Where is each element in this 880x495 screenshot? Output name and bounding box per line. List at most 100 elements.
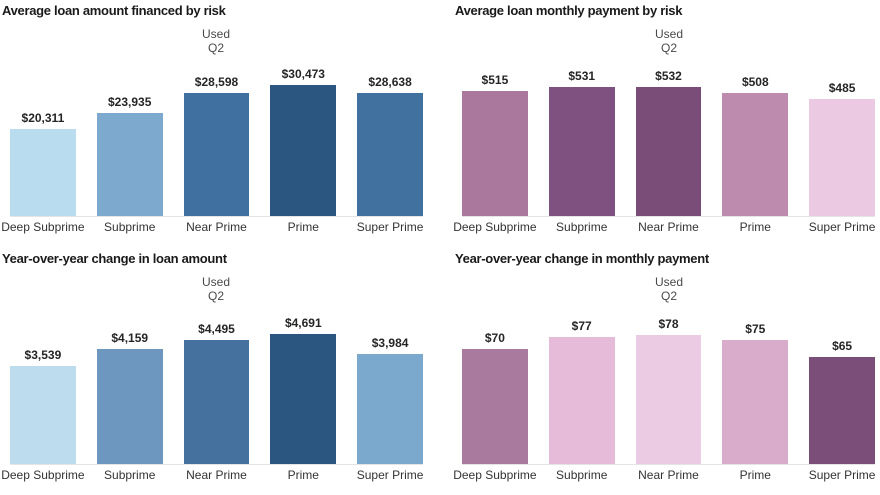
bar-deep-subprime[interactable]	[10, 129, 76, 216]
bar-prime[interactable]	[722, 340, 789, 464]
bar-super-prime[interactable]	[357, 354, 423, 464]
category-label-subprime: Subprime	[97, 220, 163, 234]
bar-deep-subprime[interactable]	[10, 366, 76, 464]
bar-value-label: $4,691	[284, 316, 322, 330]
chart-panel-avg-loan-amount: Average loan amount financed by risk Use…	[0, 0, 440, 247]
chart-panel-yoy-monthly-payment: Year-over-year change in monthly payment…	[440, 248, 880, 495]
annotation-line: Used	[654, 27, 683, 41]
category-label-text: Subprime	[104, 468, 156, 482]
bar-subprime[interactable]	[96, 349, 163, 464]
bar-value-label: $70	[484, 331, 505, 345]
category-label-text: Subprime	[556, 220, 608, 234]
bar-value-label: $28,598	[194, 75, 239, 89]
category-label-prime: Prime	[722, 468, 788, 482]
category-label-prime: Prime	[722, 220, 788, 234]
bar-value-label: $485	[828, 81, 856, 95]
bar-value-label: $28,638	[368, 75, 412, 89]
chart-panel-yoy-loan-amount: Year-over-year change in loan amount Use…	[0, 248, 440, 495]
bar-value-label: $3,984	[371, 336, 409, 350]
bar-value-label: $508	[741, 75, 769, 89]
bar-value-label: $531	[568, 69, 596, 83]
category-label-text: Super Prime	[808, 468, 876, 482]
bar-subprime[interactable]	[96, 113, 163, 216]
category-label-text: Prime	[287, 220, 319, 234]
category-label-near-prime: Near Prime	[184, 220, 250, 234]
category-label-near-prime: Near Prime	[636, 220, 702, 234]
bar-prime[interactable]	[270, 334, 337, 464]
bar-near-prime[interactable]	[635, 87, 702, 216]
bar-value-label: $515	[481, 73, 509, 87]
category-label-text: Deep Subprime	[1, 468, 85, 482]
bar-column-subprime: $23,935	[96, 95, 163, 216]
bar-super-prime[interactable]	[809, 99, 875, 216]
category-axis: Deep Subprime Subprime Near Prime Prime Supe…	[1, 468, 424, 482]
bar-subprime[interactable]	[548, 87, 615, 216]
bar-near-prime[interactable]	[635, 335, 702, 464]
category-axis: Deep Subprime Subprime Near Prime Prime Supe…	[453, 220, 876, 234]
category-label-super-prime: Super Prime	[808, 468, 876, 482]
chart-title: Average loan monthly payment by risk	[455, 3, 683, 18]
plot-area: $3,539 $4,159 $4,495 $4,691 $3,984	[10, 309, 423, 465]
bar-value-label: $23,935	[108, 95, 152, 109]
category-label-super-prime: Super Prime	[808, 220, 876, 234]
bar-deep-subprime[interactable]	[462, 349, 528, 464]
category-label-text: Deep Subprime	[453, 468, 537, 482]
category-label-text: Subprime	[104, 220, 156, 234]
annotation-line: Q2	[207, 41, 224, 55]
bar-near-prime[interactable]	[183, 340, 250, 464]
plot-area: $515 $531 $532 $508 $485	[462, 61, 875, 217]
category-label-text: Near Prime	[638, 220, 699, 234]
bar-prime[interactable]	[722, 93, 789, 216]
category-label-text: Near Prime	[638, 468, 699, 482]
bar-column-subprime: $531	[548, 69, 615, 216]
chart-title: Year-over-year change in loan amount	[2, 251, 227, 266]
category-label-subprime: Subprime	[549, 220, 615, 234]
bar-column-near-prime: $4,495	[183, 322, 250, 464]
bar-column-deep-subprime: $515	[462, 73, 528, 216]
annotation-line: Used	[201, 275, 230, 289]
category-label-text: Super Prime	[356, 220, 424, 234]
category-label-text: Near Prime	[186, 468, 247, 482]
used-q2-annotation: Used Q2	[176, 275, 256, 303]
bar-column-super-prime: $65	[809, 339, 875, 464]
bar-column-subprime: $77	[548, 319, 615, 464]
category-label-super-prime: Super Prime	[356, 468, 424, 482]
bar-deep-subprime[interactable]	[462, 91, 528, 216]
annotation-line: Q2	[660, 289, 677, 303]
bar-column-prime: $4,691	[270, 316, 337, 464]
category-label-deep-subprime: Deep Subprime	[1, 468, 84, 482]
bar-value-label: $532	[655, 69, 682, 83]
bar-column-super-prime: $28,638	[357, 75, 423, 216]
category-axis: Deep Subprime Subprime Near Prime Prime Supe…	[453, 468, 876, 482]
chart-title: Year-over-year change in monthly payment	[455, 251, 709, 266]
category-label-deep-subprime: Deep Subprime	[1, 220, 84, 234]
plot-area: $20,311 $23,935 $28,598 $30,473 $28,638	[10, 61, 423, 217]
bar-near-prime[interactable]	[183, 93, 250, 216]
category-label-near-prime: Near Prime	[636, 468, 702, 482]
category-label-text: Deep Subprime	[1, 220, 85, 234]
used-q2-annotation: Used Q2	[176, 27, 256, 55]
category-label-text: Prime	[739, 220, 771, 234]
category-label-text: Prime	[739, 468, 771, 482]
bar-subprime[interactable]	[548, 337, 615, 464]
bar-column-near-prime: $28,598	[183, 75, 250, 216]
bar-value-label: $78	[658, 317, 679, 331]
category-label-prime: Prime	[270, 220, 336, 234]
category-label-subprime: Subprime	[97, 468, 163, 482]
bar-column-near-prime: $532	[635, 69, 702, 216]
annotation-line: Q2	[660, 41, 677, 55]
bar-column-prime: $508	[722, 75, 789, 216]
bar-value-label: $3,539	[24, 348, 62, 362]
annotation-line: Used	[201, 27, 230, 41]
bar-super-prime[interactable]	[357, 93, 423, 216]
category-label-text: Super Prime	[356, 468, 424, 482]
category-label-text: Super Prime	[808, 220, 876, 234]
bar-column-super-prime: $3,984	[357, 336, 423, 464]
chart-panel-avg-monthly-payment: Average loan monthly payment by risk Use…	[440, 0, 880, 247]
used-q2-annotation: Used Q2	[629, 275, 709, 303]
bar-column-super-prime: $485	[809, 81, 875, 216]
bar-prime[interactable]	[270, 85, 337, 216]
bar-column-deep-subprime: $20,311	[10, 111, 76, 216]
bar-super-prime[interactable]	[809, 357, 875, 464]
